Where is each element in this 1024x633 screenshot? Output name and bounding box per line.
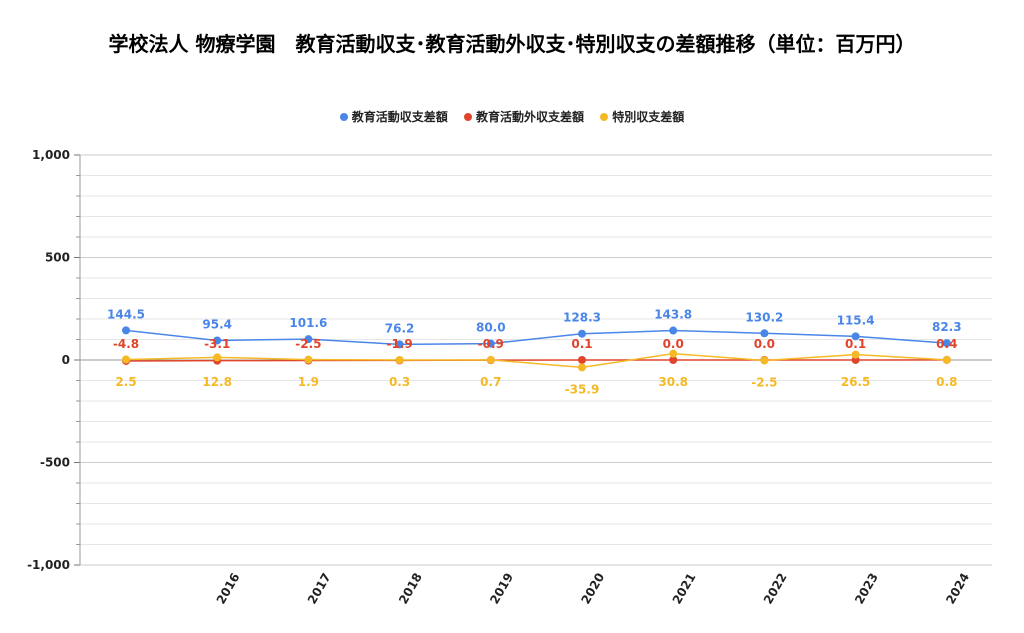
data-point-series-2: [304, 355, 313, 364]
legend-marker-series-0: [339, 112, 348, 121]
data-point-series-2: [122, 355, 130, 364]
data-label-series-0: 144.5: [107, 307, 145, 321]
data-point-series-0: [304, 335, 313, 344]
series-line-2: [125, 352, 947, 369]
legend-label-series-0: 教育活動収支差額: [351, 110, 448, 124]
data-label-series-1: -3.1: [204, 337, 230, 351]
legend-marker-series-1: [463, 112, 472, 121]
x-tick-label: 2024: [943, 571, 972, 607]
y-tick-label: 1,000: [32, 148, 70, 162]
data-label-series-2: -2.5: [751, 376, 777, 390]
data-label-series-0: 101.6: [289, 316, 327, 330]
data-point-series-0: [942, 339, 951, 348]
data-label-series-1: 0.1: [845, 337, 866, 351]
data-point-series-0: [395, 340, 404, 349]
chart-title: 学校法人 物療学園 教育活動収支･教育活動外収支･特別収支の差額推移（単位：百万…: [0, 30, 1024, 58]
data-label-series-1: 0.0: [754, 337, 775, 351]
data-label-series-2: 0.7: [480, 375, 501, 389]
data-label-series-2: 12.8: [202, 375, 232, 389]
data-point-series-0: [760, 329, 769, 338]
chart-title-text: 学校法人 物療学園 教育活動収支･教育活動外収支･特別収支の差額推移（単位：百万…: [108, 32, 916, 56]
data-label-series-2: 30.8: [658, 375, 688, 389]
data-label-series-2: 26.5: [841, 375, 871, 389]
data-label-series-0: 80.0: [476, 321, 506, 335]
x-tick-label: 2017: [305, 571, 334, 607]
x-tick-label: 2021: [670, 571, 699, 607]
series-line-0: [125, 329, 947, 346]
data-label-series-0: 130.2: [745, 310, 783, 324]
data-label-series-0: 128.3: [563, 311, 601, 325]
data-label-series-0: 82.3: [932, 320, 962, 334]
data-point-series-0: [851, 332, 860, 341]
x-tick-label: 2018: [396, 571, 425, 607]
data-label-series-1: -4.8: [113, 337, 139, 351]
y-tick-label: -500: [40, 456, 70, 470]
data-label-series-2: -35.9: [565, 382, 600, 396]
data-label-series-2: 0.3: [389, 375, 410, 389]
data-label-series-2: 1.9: [298, 375, 319, 389]
series-line-1: [125, 359, 947, 362]
data-label-series-1: 0.0: [663, 337, 684, 351]
x-tick-label: 2019: [487, 571, 516, 607]
data-label-series-0: 115.4: [837, 313, 875, 327]
x-tick-label: 2022: [761, 571, 790, 607]
data-label-series-1: -0.9: [478, 337, 504, 351]
data-label-series-1: -1.9: [386, 337, 412, 351]
legend: 教育活動収支差額 教育活動外収支差額 特別収支差額: [0, 108, 1024, 125]
data-point-series-0: [669, 326, 678, 335]
data-point-series-2: [851, 350, 860, 359]
data-point-series-0: [486, 339, 495, 348]
y-tick-label: 0: [62, 353, 70, 367]
data-point-series-1: [669, 356, 678, 364]
data-label-series-1: 0.4: [936, 337, 957, 351]
data-point-series-2: [395, 355, 404, 364]
data-point-series-2: [486, 355, 495, 364]
legend-marker-series-2: [600, 112, 609, 121]
data-point-series-2: [669, 349, 678, 358]
x-tick-label: 2023: [852, 571, 881, 607]
data-label-series-0: 95.4: [202, 317, 232, 331]
data-point-series-2: [578, 363, 586, 372]
data-point-series-2: [942, 355, 951, 364]
y-tick-label: -1,000: [27, 558, 70, 572]
data-label-series-1: -2.5: [295, 337, 321, 351]
legend-item-series-0[interactable]: 教育活動収支差額: [339, 108, 448, 125]
x-tick-label: 2016: [214, 571, 243, 607]
legend-label-series-2: 特別収支差額: [612, 110, 685, 124]
data-point-series-2: [213, 353, 222, 362]
legend-label-series-1: 教育活動外収支差額: [475, 110, 584, 124]
data-point-series-0: [578, 329, 586, 338]
legend-item-series-1[interactable]: 教育活動外収支差額: [463, 108, 584, 125]
data-label-series-1: 0.1: [571, 337, 592, 351]
legend-item-series-2[interactable]: 特別収支差額: [600, 108, 684, 125]
data-point-series-0: [213, 336, 222, 345]
x-tick-label: 2020: [578, 571, 607, 607]
data-point-series-1: [578, 355, 586, 364]
y-tick-label: 500: [45, 251, 70, 265]
data-label-series-2: 2.5: [115, 375, 136, 389]
data-label-series-2: 0.8: [936, 375, 957, 389]
data-label-series-0: 76.2: [385, 321, 415, 335]
data-point-series-0: [122, 326, 130, 335]
data-label-series-0: 143.8: [654, 308, 692, 322]
data-point-series-2: [760, 356, 769, 365]
